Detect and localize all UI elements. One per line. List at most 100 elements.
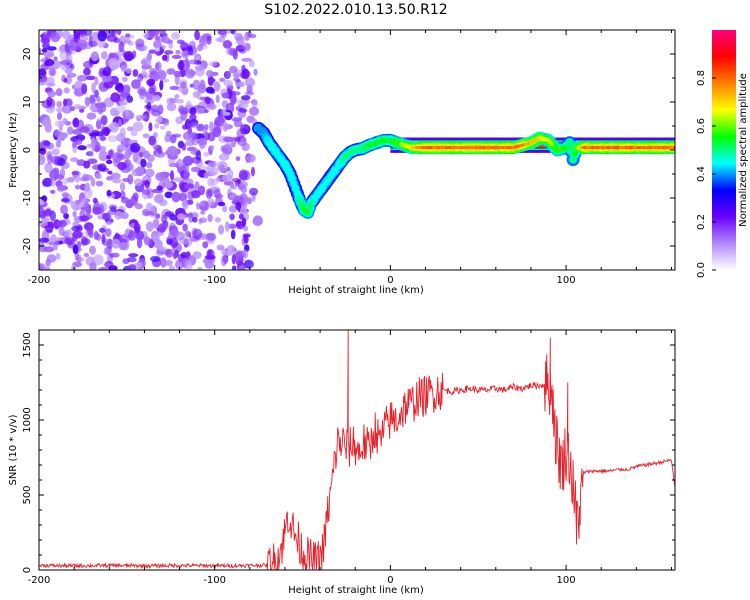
noise-speckle <box>166 68 176 75</box>
noise-speckle <box>64 39 73 44</box>
noise-speckle <box>39 263 46 270</box>
noise-speckle <box>235 201 242 211</box>
noise-speckle <box>87 158 98 164</box>
noise-speckle <box>184 230 191 237</box>
noise-speckle <box>219 77 226 82</box>
noise-speckle <box>183 164 190 174</box>
noise-speckle <box>248 59 255 68</box>
ridge-blob <box>294 190 300 196</box>
noise-speckle <box>226 71 231 79</box>
noise-speckle <box>236 35 245 46</box>
noise-speckle <box>121 140 128 148</box>
noise-speckle <box>249 187 259 196</box>
noise-speckle <box>184 183 195 190</box>
noise-speckle <box>67 126 74 135</box>
noise-speckle <box>122 178 131 182</box>
noise-speckle <box>83 30 93 37</box>
noise-speckle <box>238 264 246 270</box>
x-tick-label: 0 <box>387 575 393 586</box>
noise-speckle <box>192 228 203 240</box>
noise-speckle <box>175 231 186 241</box>
noise-speckle <box>152 218 160 229</box>
noise-speckle <box>169 237 179 248</box>
noise-speckle <box>176 39 185 44</box>
noise-speckle <box>178 59 184 71</box>
noise-speckle <box>154 123 160 129</box>
colorbar-ticks: 0.0 0.2 0.4 0.6 0.8 <box>696 70 716 278</box>
noise-speckle <box>153 111 158 117</box>
noise-speckle <box>95 180 104 187</box>
x-tick-label: 100 <box>557 275 576 286</box>
noise-speckle <box>185 100 192 110</box>
noise-speckle <box>43 208 53 217</box>
noise-speckle <box>125 33 131 38</box>
noise-speckle <box>42 140 51 146</box>
noise-speckle <box>138 88 148 96</box>
ridge-blob <box>305 209 311 215</box>
noise-speckle <box>133 223 141 233</box>
y-tick-label: 20 <box>22 48 33 61</box>
noise-speckle <box>182 52 189 57</box>
colorbar-label: Normalized spectral amplitude <box>738 73 749 227</box>
ridge-blob <box>291 181 297 187</box>
noise-speckle <box>50 234 57 243</box>
noise-speckle <box>77 39 88 51</box>
noise-speckle <box>175 99 185 104</box>
noise-speckle <box>171 191 181 203</box>
noise-speckle <box>142 133 150 139</box>
x-tick-label: -100 <box>203 275 226 286</box>
noise-speckle <box>56 112 63 120</box>
noise-speckle <box>169 170 175 181</box>
noise-speckle <box>64 104 71 111</box>
noise-speckle <box>180 110 188 121</box>
noise-speckle <box>89 261 97 270</box>
y-tick-label: 0 <box>22 147 33 153</box>
noise-speckle <box>141 57 152 68</box>
noise-speckle <box>235 156 241 162</box>
noise-speckle <box>119 146 129 151</box>
y-tick-label: -20 <box>22 238 33 254</box>
noise-speckle <box>182 155 194 166</box>
noise-speckle <box>115 105 127 113</box>
noise-speckle <box>89 104 97 111</box>
noise-speckle <box>57 219 67 228</box>
noise-speckle <box>197 266 203 270</box>
snr-panel: -200 -100 0 100 0 500 1000 1500 Height of stra… <box>8 329 676 596</box>
y-tick-label: 0 <box>22 567 33 573</box>
ridge-blob <box>307 205 313 211</box>
noise-speckle <box>178 192 188 202</box>
noise-speckle <box>191 190 201 199</box>
snr-line <box>39 330 675 570</box>
noise-speckle <box>192 251 202 259</box>
noise-speckle <box>39 154 46 166</box>
noise-speckle <box>203 151 210 157</box>
noise-speckle <box>195 150 202 161</box>
noise-speckle <box>127 256 137 263</box>
noise-speckle <box>110 172 121 180</box>
spectral-ridge <box>252 121 675 219</box>
noise-speckle <box>39 68 47 78</box>
noise-speckle <box>39 237 50 243</box>
noise-speckle <box>112 152 123 163</box>
noise-speckle <box>251 99 258 108</box>
noise-speckle <box>95 102 105 109</box>
noise-speckle <box>209 160 217 168</box>
noise-speckle <box>120 65 127 72</box>
noise-speckle <box>222 121 228 132</box>
noise-speckle <box>146 161 153 169</box>
noise-speckle <box>162 180 174 189</box>
noise-speckle <box>134 262 143 268</box>
noise-speckle <box>62 98 68 107</box>
noise-speckle <box>56 100 63 108</box>
noise-speckle <box>207 214 213 222</box>
noise-speckle <box>138 151 144 158</box>
noise-speckle <box>202 241 209 249</box>
noise-speckle <box>239 181 249 188</box>
noise-speckle <box>123 51 134 62</box>
ridge-blob <box>550 142 554 146</box>
y-tick-label: 10 <box>22 96 33 109</box>
noise-speckle <box>41 100 52 109</box>
noise-speckle <box>101 233 106 244</box>
noise-speckle <box>240 95 251 101</box>
noise-speckle <box>72 230 83 239</box>
